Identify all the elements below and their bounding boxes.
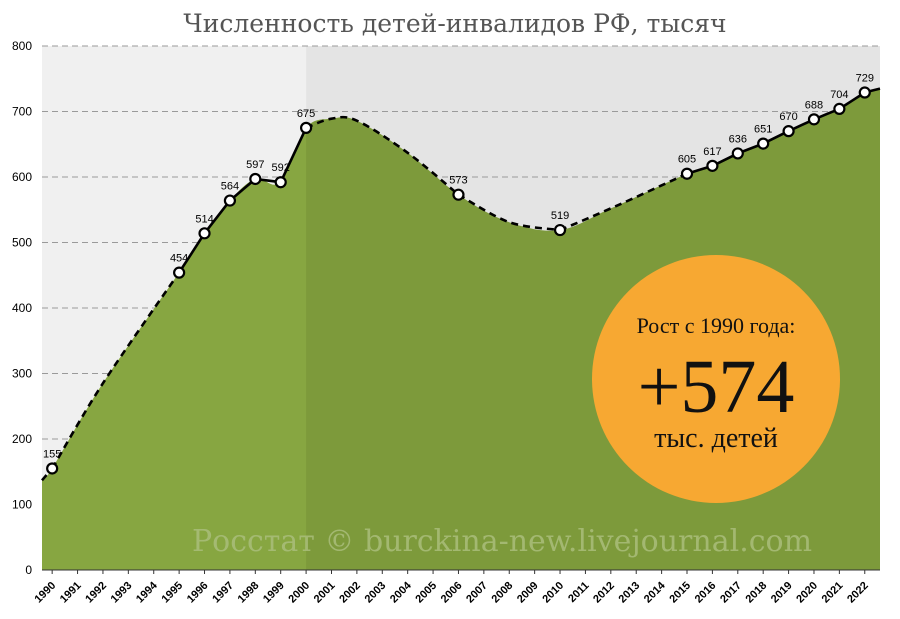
- y-tick-label: 300: [12, 367, 32, 381]
- series-line-dashed: [457, 193, 561, 232]
- data-label: 617: [703, 146, 721, 158]
- chart-title: Численность детей-инвалидов РФ, тысяч: [183, 9, 726, 38]
- data-label: 573: [449, 175, 467, 187]
- y-tick-label: 200: [12, 432, 32, 446]
- callout-circle: [592, 255, 840, 503]
- data-point: [553, 223, 567, 237]
- data-point: [680, 167, 694, 180]
- data-point: [173, 266, 186, 279]
- data-point: [274, 176, 287, 189]
- data-point: [299, 121, 313, 134]
- data-label: 519: [551, 210, 569, 222]
- data-label: 605: [678, 154, 696, 166]
- callout-line3: тыс. детей: [654, 423, 778, 454]
- y-tick-label: 700: [12, 105, 32, 119]
- data-label: 651: [754, 124, 772, 136]
- data-label: 155: [43, 448, 61, 460]
- series-line-dashed: [305, 115, 460, 196]
- data-point: [858, 86, 871, 99]
- y-tick-label: 500: [12, 236, 32, 250]
- data-point: [757, 137, 770, 150]
- callout-line1: Рост с 1990 года:: [637, 313, 796, 338]
- data-point: [731, 147, 744, 160]
- y-tick-label: 600: [12, 170, 32, 184]
- callout-value: +574: [638, 345, 795, 429]
- y-tick-label: 0: [25, 563, 32, 577]
- data-label: 514: [195, 213, 213, 225]
- data-point: [452, 188, 465, 201]
- data-point: [249, 172, 262, 186]
- data-label: 564: [221, 181, 239, 193]
- data-points: [46, 86, 871, 475]
- data-label: 670: [779, 111, 797, 123]
- data-label: 688: [805, 99, 823, 111]
- data-point: [198, 227, 211, 240]
- data-labels: 155 454 514 564 597 592 675 573 519 605 617 636 651 6…: [43, 73, 874, 461]
- data-label: 704: [830, 89, 848, 101]
- data-label: 454: [170, 253, 188, 265]
- data-point: [46, 462, 59, 475]
- series-line-dashed: [51, 271, 181, 470]
- data-label: 675: [297, 108, 315, 120]
- data-point: [782, 125, 795, 138]
- data-point: [706, 159, 719, 172]
- data-label: 597: [246, 159, 264, 171]
- data-label: 592: [272, 162, 290, 174]
- y-tick-label: 800: [12, 39, 32, 53]
- data-label: 636: [729, 133, 747, 145]
- data-point: [807, 113, 821, 126]
- series-line-dashed: [559, 172, 688, 232]
- y-axis: 0 100 200 300 400 500 600 700 800: [12, 39, 32, 577]
- area-path-early: [42, 127, 307, 570]
- callout-badge: Рост с 1990 года: +574 тыс. детей: [592, 255, 840, 503]
- y-tick-label: 100: [12, 498, 32, 512]
- watermark: Росстат © burckina-new.livejournal.com: [192, 524, 812, 559]
- data-label: 729: [856, 73, 874, 85]
- data-point: [833, 102, 846, 115]
- y-tick-label: 400: [12, 301, 32, 315]
- data-point: [223, 194, 237, 207]
